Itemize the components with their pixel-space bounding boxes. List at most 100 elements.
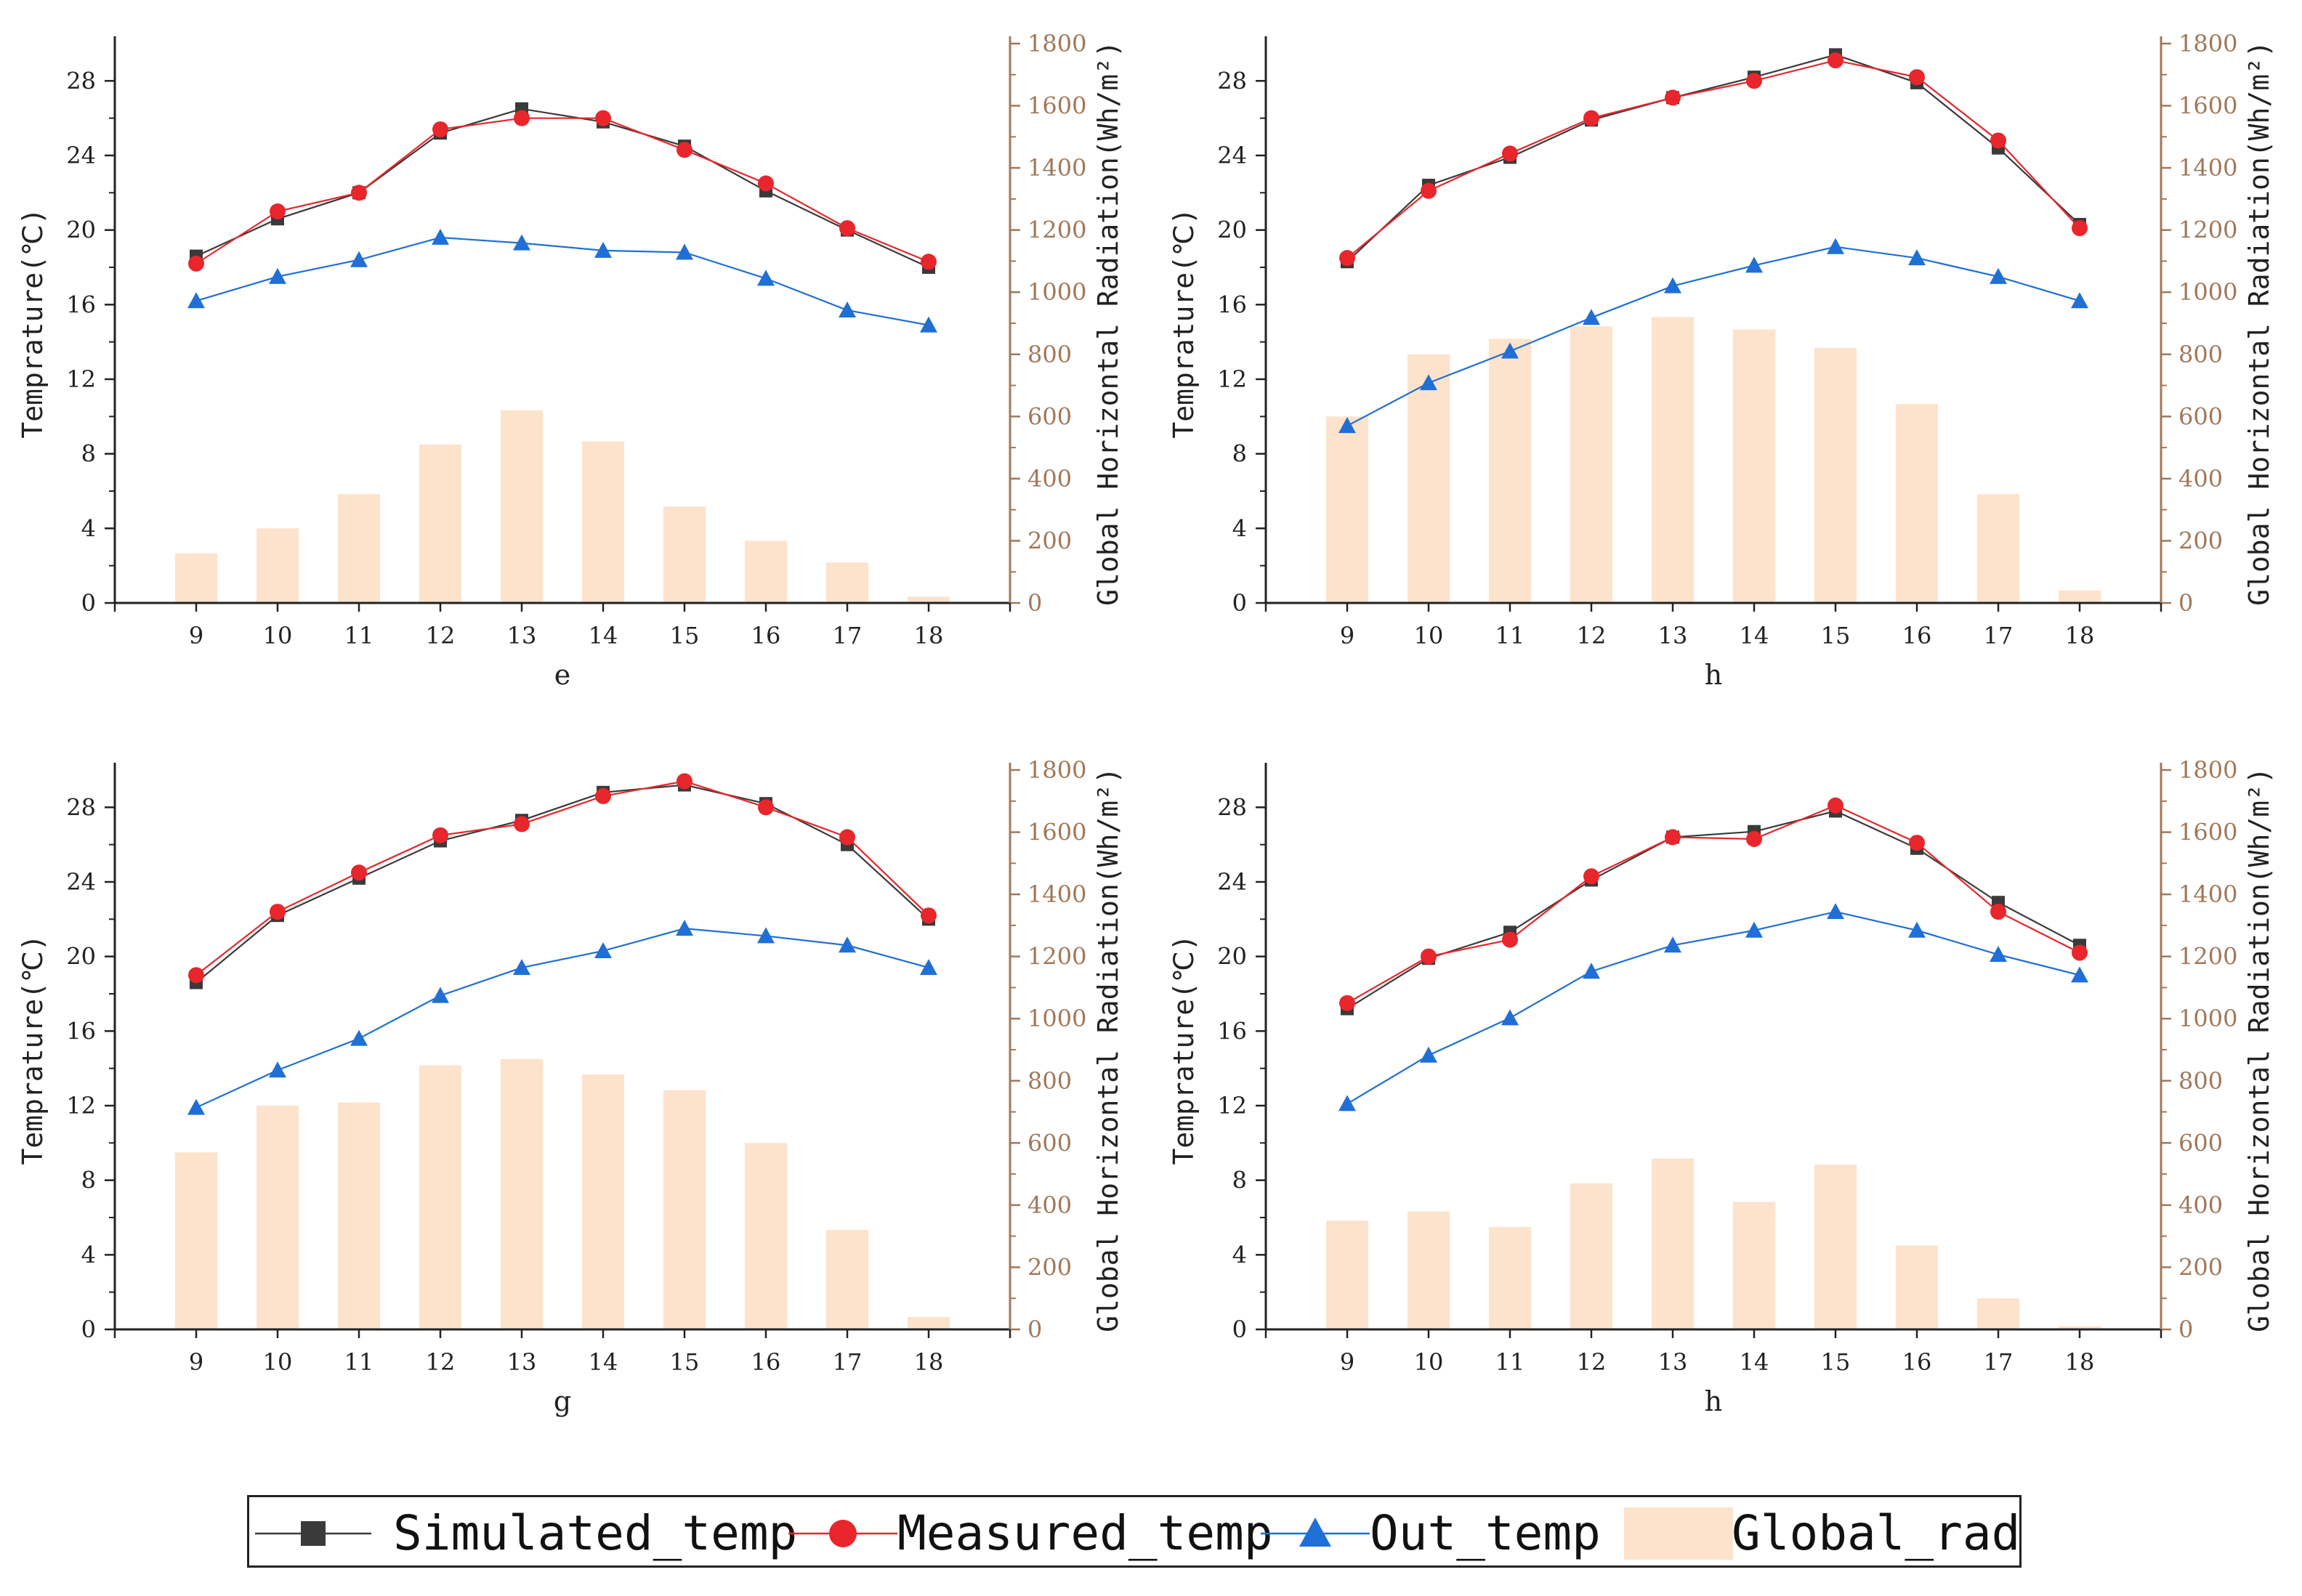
global-rad-bar-11 [337,1102,381,1329]
measured-temp-point-16 [1909,69,1925,86]
out-temp-line [1346,246,2080,427]
measured-temp-point-17 [839,829,855,846]
out-temp-point-12 [1583,963,1600,979]
right-tick-label-200: 200 [1027,527,1072,554]
out-temp-point-18 [920,316,937,333]
global-rad-bar-16 [744,1143,788,1329]
right-tick-label-200: 200 [2178,1253,2223,1281]
right-axis-title: Global Horizontal Radiation(Wh/m²) [2243,41,2275,606]
x-tick-label-18: 18 [2065,622,2095,649]
measured-temp-point-12 [1583,110,1599,126]
x-tick-label-14: 14 [1740,622,1769,649]
right-axis-title: Global Horizontal Radiation(Wh/m²) [1092,41,1124,606]
out-temp-point-10 [1420,374,1437,391]
global-rad-bar-18 [907,596,950,603]
left-tick-label-24: 24 [1217,868,1247,896]
out-temp-point-12 [432,228,449,245]
measured-temp-point-12 [432,121,448,138]
global-rad-bar-17 [825,562,869,603]
global-rad-bar-13 [500,1058,544,1329]
global-rad-bar-17 [1976,1298,2020,1329]
left-tick-label-28: 28 [66,793,96,821]
legend-label-3: Global_rad [1732,1505,2020,1561]
legend-global-rad-swatch [1624,1507,1733,1560]
left-tick-label-4: 4 [1232,514,1247,542]
right-tick-label-600: 600 [2178,1129,2223,1157]
right-tick-label-1600: 1600 [1027,819,1086,846]
x-tick-label-14: 14 [589,1348,618,1376]
left-tick-label-8: 8 [1232,440,1247,468]
measured-temp-point-11 [351,185,367,201]
x-tick-label-14: 14 [589,622,618,649]
right-tick-label-400: 400 [1027,465,1072,493]
right-tick-label-800: 800 [1027,341,1072,368]
global-rad-bar-12 [419,1065,462,1329]
legend-label-0: Simulated_temp [393,1505,797,1561]
global-rad-bar-10 [1407,354,1450,603]
x-tick-label-13: 13 [507,622,537,649]
right-tick-label-1400: 1400 [2178,154,2237,182]
measured-temp-point-17 [839,220,855,237]
x-tick-label-12: 12 [426,1348,456,1376]
right-axis-title: Global Horizontal Radiation(Wh/m²) [1092,767,1124,1332]
x-axis-title: e [554,659,571,691]
out-temp-point-14 [594,941,612,958]
right-tick-label-600: 600 [2178,402,2223,430]
global-rad-bar-10 [1407,1211,1450,1329]
right-tick-label-1800: 1800 [2178,30,2237,57]
measured-temp-point-14 [1746,73,1762,89]
simulated-temp-line [195,108,929,268]
left-tick-label-12: 12 [1217,365,1247,393]
measured-temp-point-13 [1665,829,1681,846]
x-tick-label-9: 9 [1340,622,1354,649]
out-temp-point-9 [187,1098,205,1115]
left-tick-label-24: 24 [1217,142,1247,169]
out-temp-point-13 [513,959,530,976]
global-rad-bar-15 [663,1090,706,1329]
measured-temp-point-11 [1502,145,1518,162]
chart-panel-h-top: 0 4 8 12 16 20 24 28 0 200 400 600 800 1000 1200 1400 16… [1151,0,2302,726]
out-temp-point-11 [350,1029,368,1046]
out-temp-point-15 [676,243,693,260]
left-tick-label-0: 0 [1232,1316,1247,1343]
global-rad-bar-13 [1651,317,1695,603]
left-axis-title: Temprature(℃) [17,934,49,1164]
out-temp-point-13 [1664,277,1681,293]
out-temp-point-10 [269,1061,286,1078]
global-rad-bar-16 [744,540,788,603]
legend-out-temp-marker [1299,1518,1331,1547]
measured-temp-point-12 [432,827,448,843]
left-tick-label-20: 20 [66,216,96,244]
right-tick-label-1000: 1000 [1027,278,1086,306]
x-tick-label-12: 12 [1577,1348,1607,1376]
out-temp-point-10 [1420,1046,1437,1063]
left-tick-label-8: 8 [1232,1167,1247,1194]
x-tick-label-17: 17 [1984,622,2014,649]
out-temp-line [195,928,929,1109]
out-temp-point-18 [2071,966,2088,983]
left-tick-label-24: 24 [66,142,96,169]
measured-temp-point-11 [351,864,367,881]
out-temp-point-14 [1745,921,1763,938]
global-rad-bar-11 [1488,339,1532,603]
out-temp-point-9 [1338,1095,1356,1111]
right-tick-label-1200: 1200 [1027,943,1086,971]
legend-svg: Simulated_temp Measured_temp Out_temp Globa… [255,1505,2020,1561]
global-rad-bar-14 [1732,1202,1776,1329]
right-tick-label-1000: 1000 [1027,1005,1086,1032]
measured-temp-point-10 [270,904,286,920]
left-tick-label-28: 28 [66,67,96,94]
left-tick-label-8: 8 [81,1167,96,1194]
left-axis-title: Temprature(℃) [1168,934,1200,1164]
measured-temp-point-14 [595,787,611,804]
measured-temp-point-18 [2072,944,2088,961]
global-rad-bar-18 [2058,1326,2101,1329]
global-rad-bar-15 [663,506,706,603]
measured-temp-point-9 [1339,995,1355,1011]
x-tick-label-15: 15 [1821,622,1851,649]
x-tick-label-13: 13 [1658,1348,1688,1376]
left-tick-label-0: 0 [81,1316,96,1343]
x-tick-label-16: 16 [751,1348,781,1376]
right-tick-label-0: 0 [2178,589,2193,617]
